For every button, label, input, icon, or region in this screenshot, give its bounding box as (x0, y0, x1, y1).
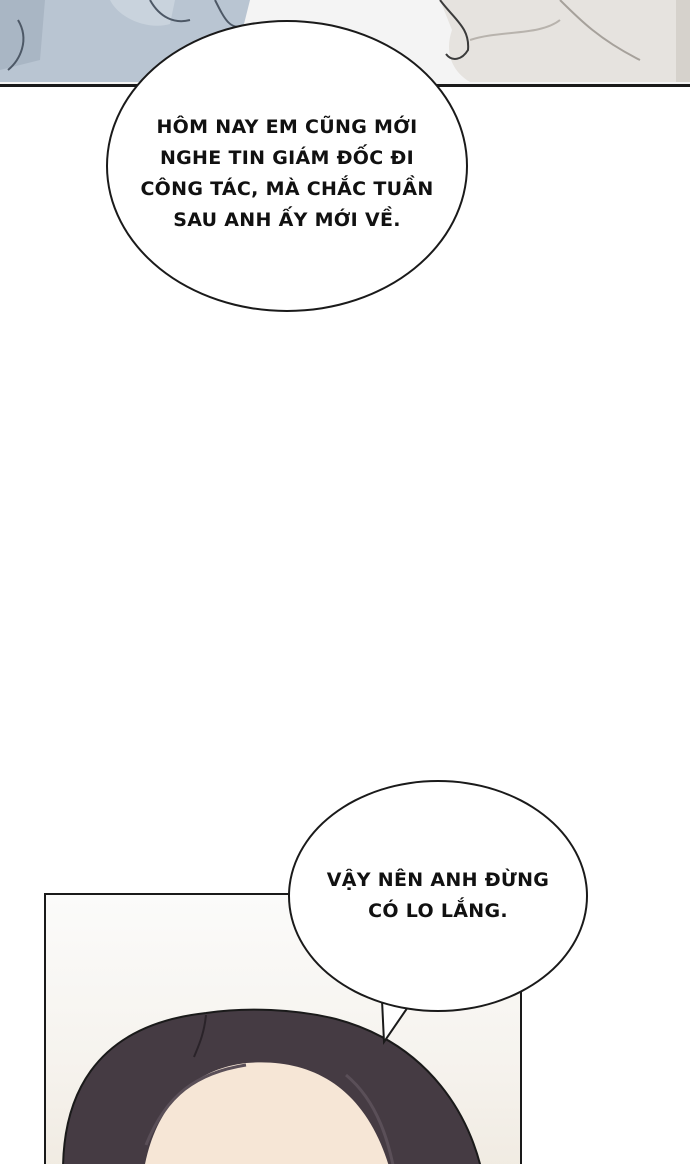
speech-bubble-1: HÔM NAY EM CŨNG MỚI NGHE TIN GIÁM ĐỐC ĐI… (106, 20, 468, 312)
speech-line: NGHE TIN GIÁM ĐỐC ĐI (159, 147, 415, 169)
bottom-panel (44, 893, 522, 1164)
speech-bubble-2-tail (381, 999, 411, 1046)
speech-line: CÓ LO LẮNG. (368, 900, 508, 922)
speech-bubble-2: VẬY NÊN ANH ĐỪNG CÓ LO LẮNG. (288, 780, 588, 1012)
speech-line: HÔM NAY EM CŨNG MỚI (156, 116, 418, 138)
speech-bubble-2-text: VẬY NÊN ANH ĐỪNG CÓ LO LẮNG. (327, 865, 549, 927)
speech-line: CÔNG TÁC, MÀ CHẮC TUẦN (140, 178, 434, 200)
speech-line: SAU ANH ẤY MỚI VỀ. (173, 209, 401, 231)
speech-bubble-1-text: HÔM NAY EM CŨNG MỚI NGHE TIN GIÁM ĐỐC ĐI… (140, 112, 433, 236)
speech-line: VẬY NÊN ANH ĐỪNG (326, 869, 550, 891)
bottom-panel-art (62, 1008, 481, 1164)
